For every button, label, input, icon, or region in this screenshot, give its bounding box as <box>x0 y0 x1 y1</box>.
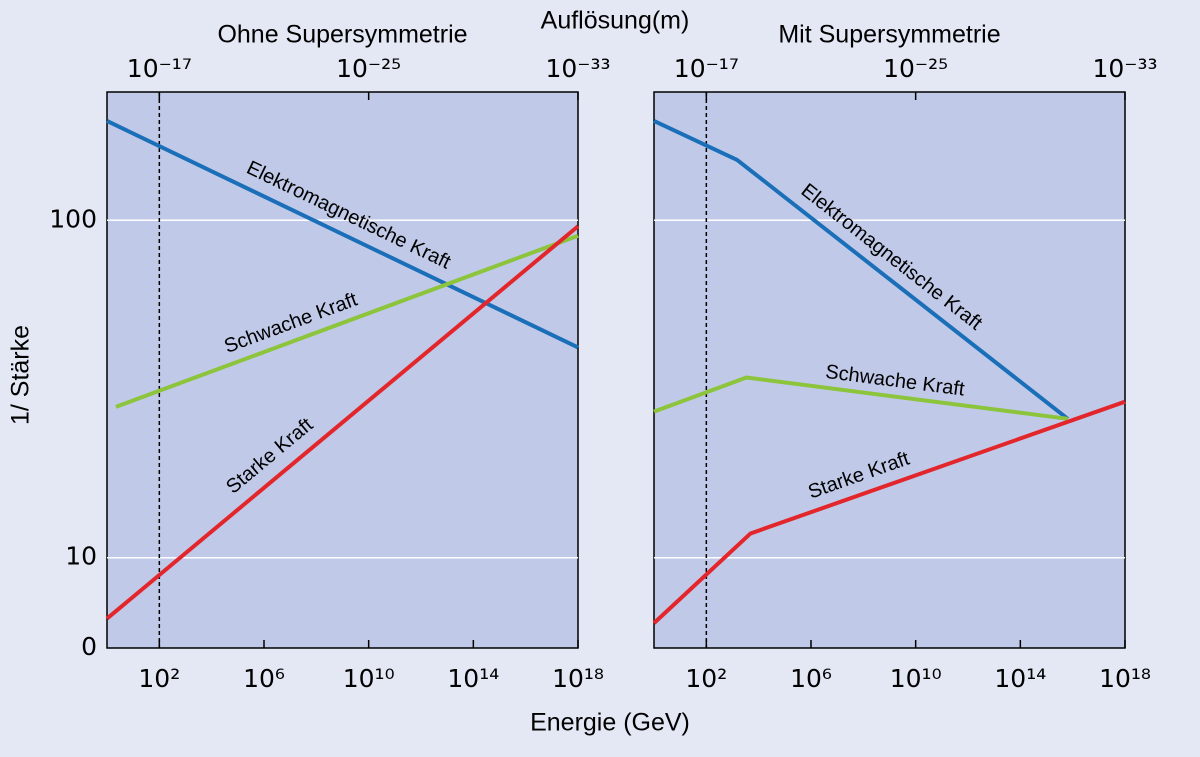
x-tick-label: 10¹⁸ <box>552 664 604 693</box>
x2-axis-label: Auflösung(m) <box>541 7 690 35</box>
plot-area <box>653 91 1126 649</box>
series-line <box>115 233 579 409</box>
series-line <box>653 119 1070 421</box>
y-tick-label: 10 <box>65 542 97 571</box>
chart-title: Ohne Supersymmetrie <box>217 21 467 49</box>
series-line <box>652 399 1126 625</box>
x-axis-label: Energie (GeV) <box>530 709 690 737</box>
x-tick-label: 10⁶ <box>243 664 285 693</box>
x2-tick-label: 10⁻²⁵ <box>883 54 948 83</box>
y-tick-label: 100 <box>49 204 97 233</box>
x-tick-label: 10² <box>685 664 727 693</box>
x2-tick-label: 10⁻¹⁷ <box>127 54 192 83</box>
series-line <box>105 224 580 621</box>
series-line <box>653 375 1069 421</box>
x2-tick-label: 10⁻³³ <box>545 54 610 83</box>
y-axis-label: 1/ Stärke <box>7 325 35 425</box>
x-tick-label: 10² <box>138 664 180 693</box>
x-tick-label: 10¹⁰ <box>343 664 395 693</box>
x-tick-label: 10¹⁴ <box>994 664 1046 693</box>
x2-tick-label: 10⁻²⁵ <box>336 54 401 83</box>
x-tick-label: 10¹⁴ <box>447 664 499 693</box>
series-line <box>106 119 579 350</box>
chart-title: Mit Supersymmetrie <box>778 21 1000 49</box>
x-tick-label: 10⁶ <box>790 664 832 693</box>
x2-tick-label: 10⁻¹⁷ <box>674 54 739 83</box>
plot-area <box>106 91 579 649</box>
y-tick-label: 0 <box>81 632 97 661</box>
x-tick-label: 10¹⁰ <box>890 664 942 693</box>
x-tick-label: 10¹⁸ <box>1099 664 1151 693</box>
x2-tick-label: 10⁻³³ <box>1092 54 1157 83</box>
